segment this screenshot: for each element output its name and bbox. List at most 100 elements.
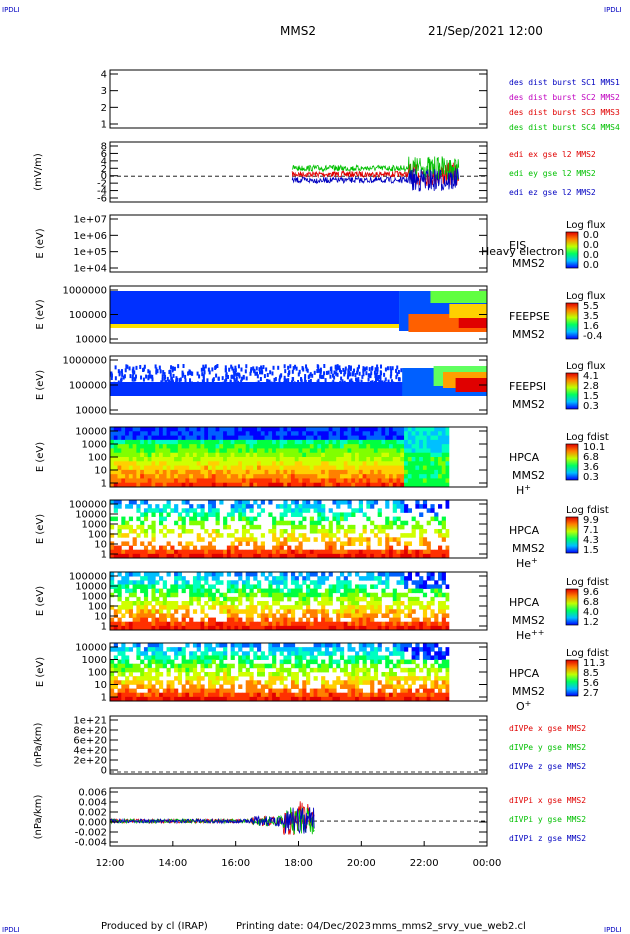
spectrogram-cell [426, 692, 431, 698]
spectrogram-cell [275, 621, 281, 627]
spectrogram-cell [411, 474, 416, 479]
spectrogram-cell [430, 576, 435, 581]
y-tick-label: 10000 [75, 510, 107, 521]
spectrogram-cell [117, 617, 122, 623]
spectrogram-cell [140, 609, 145, 614]
spectrogram-cell [166, 444, 171, 449]
spectrogram-cell [279, 482, 284, 487]
spectrogram-cell [370, 659, 375, 665]
spectrogram-cell [208, 684, 213, 689]
spectrogram-cell [313, 667, 318, 673]
spectrogram-cell [143, 617, 149, 623]
spectrogram-cell [362, 621, 367, 627]
spectrogram-cell [121, 474, 126, 479]
legend-entry: dIVPi z gse MMS2 [509, 834, 586, 843]
spectrogram-cell [249, 601, 254, 606]
spectrogram-cell [201, 379, 204, 384]
spectrogram-cell [351, 553, 356, 558]
spectrogram-cell [317, 435, 322, 441]
spectrogram-cell [185, 469, 190, 475]
legend-entry: des dist burst SC2 MMS2 [509, 93, 620, 102]
spectrogram-cell [136, 580, 141, 585]
spectrogram-cell [396, 469, 401, 475]
spectrogram-cell [336, 520, 341, 526]
spectrogram-cell [208, 444, 213, 449]
spectrogram-cell [181, 520, 186, 526]
spectrogram-cell [385, 659, 390, 665]
spectrogram-cell [136, 504, 141, 509]
spectrogram-cell [373, 584, 379, 589]
spectrogram-cell [132, 601, 137, 606]
spectrogram-cell [411, 469, 416, 475]
spectrogram-cell [241, 461, 247, 466]
spectrogram-cell [223, 696, 228, 701]
spectrogram-cell [117, 584, 122, 589]
spectrogram-cell [322, 374, 325, 379]
spectrogram-cell [332, 541, 337, 546]
spectrogram-cell [377, 427, 382, 432]
spectrogram-cell [313, 580, 318, 585]
spectrogram-cell [321, 596, 326, 602]
spectrogram-cell [366, 672, 371, 677]
spectrogram-cell [230, 613, 235, 618]
spectrogram-cell [219, 580, 224, 585]
spectrogram-cell [185, 680, 190, 685]
spectrogram-cell [358, 457, 363, 462]
spectrogram-cell [114, 365, 117, 370]
spectrogram-cell [147, 478, 152, 484]
spectrogram-cell [208, 457, 213, 462]
spectrogram-cell [110, 576, 115, 581]
spectrogram-cell [241, 592, 247, 598]
spectrogram-cell [238, 372, 241, 377]
spectrogram-cell [422, 444, 428, 449]
spectrogram-cell [257, 478, 262, 484]
spectrogram-cell [419, 474, 424, 479]
spectrogram-cell [283, 696, 288, 701]
spectrogram-cell [290, 524, 296, 530]
spectrogram-cell [358, 588, 363, 594]
spectrogram-cell [196, 439, 201, 445]
spectrogram-cell [211, 684, 216, 689]
spectrogram-cell [377, 601, 382, 606]
spectrogram-cell [353, 368, 356, 373]
spectrogram-cell [336, 465, 341, 471]
spectrogram-cell [358, 553, 363, 558]
spectrogram-cell [434, 549, 439, 555]
spectrogram-cell [136, 452, 141, 458]
spectrogram-cell [245, 696, 250, 701]
spectrogram-cell [355, 377, 358, 382]
spectrogram-cell [177, 647, 183, 652]
spectrogram-cell [268, 439, 273, 445]
spectrogram-cell [234, 461, 239, 466]
spectrogram-cell [136, 651, 141, 656]
spectrogram-cell [313, 572, 318, 577]
spectrogram-cell [358, 692, 363, 698]
spectrogram-cell [283, 375, 286, 380]
spectrogram-cell [260, 431, 265, 436]
spectrogram-cell [332, 457, 337, 462]
spectrogram-cell [181, 435, 186, 441]
spectrogram-cell [238, 439, 243, 445]
spectrogram-cell [290, 609, 296, 614]
colorbar [565, 302, 579, 340]
spectrogram-cell [241, 504, 247, 509]
y-axis-label: E (eV) [35, 514, 46, 544]
spectrogram-cell [422, 621, 428, 627]
spectrogram-cell [170, 684, 175, 689]
spectrogram-cell [258, 367, 261, 372]
spectrogram-cell [415, 601, 420, 606]
spectrogram-cell [260, 367, 263, 372]
spectrogram-cell [226, 667, 232, 673]
spectrogram-cell [441, 452, 446, 458]
spectrogram-cell [434, 643, 439, 648]
spectrogram-cell [368, 367, 371, 372]
spectrogram-cell [204, 482, 209, 487]
spectrogram-cell [268, 427, 273, 432]
spectrogram-cell [324, 431, 330, 436]
spectrogram-cell [437, 625, 443, 630]
spectrogram-cell [434, 431, 439, 436]
spectrogram-cell [298, 439, 303, 445]
spectrogram-cell [211, 572, 216, 577]
spectrogram-cell [415, 478, 420, 484]
spectrogram-cell [181, 524, 186, 530]
